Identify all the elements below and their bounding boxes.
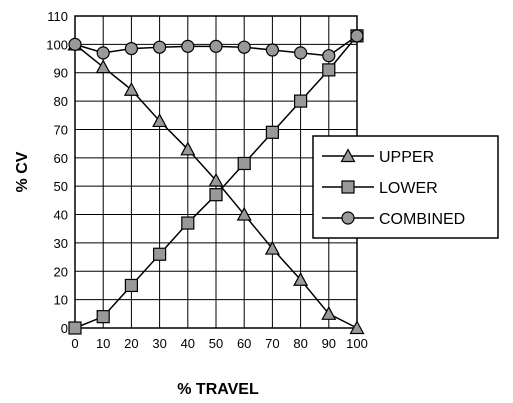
legend-marker-lower <box>341 180 355 194</box>
point-lower <box>265 125 279 139</box>
point-upper <box>95 59 111 74</box>
x-tick-label: 60 <box>237 336 251 351</box>
point-lower <box>209 188 223 202</box>
legend-label-combined: COMBINED <box>379 211 465 228</box>
x-tick-label: 40 <box>181 336 195 351</box>
point-upper <box>236 206 252 221</box>
y-tick-label: 20 <box>54 264 68 279</box>
y-tick-label: 60 <box>54 151 68 166</box>
point-lower <box>124 278 139 293</box>
x-tick-label: 100 <box>346 336 368 351</box>
y-tick-label: 90 <box>54 66 68 81</box>
y-tick-label: 110 <box>47 9 68 24</box>
point-combined <box>181 39 195 53</box>
x-tick-label: 90 <box>322 336 336 351</box>
point-combined <box>237 40 251 54</box>
point-lower <box>181 216 195 230</box>
y-tick-label: 70 <box>54 122 68 137</box>
point-combined <box>265 43 279 57</box>
point-combined <box>68 37 82 51</box>
point-upper <box>264 240 280 255</box>
x-tick-label: 20 <box>124 336 138 351</box>
point-lower <box>294 94 308 108</box>
x-tick-label: 0 <box>71 336 78 351</box>
point-upper <box>152 113 168 128</box>
y-tick-label: 80 <box>54 94 68 109</box>
legend-marker-combined <box>341 211 355 225</box>
legend-label-upper: UPPER <box>379 149 434 166</box>
point-combined <box>294 46 308 60</box>
y-tick-label: 30 <box>54 236 68 251</box>
point-upper <box>321 306 337 320</box>
point-lower <box>96 310 110 324</box>
tick-labels: 0 10 20 30 40 50 60 70 80 90 100 0 10 20 30 40 50 60 70 80 9… <box>46 9 368 351</box>
point-combined <box>153 40 167 54</box>
point-lower <box>68 321 82 335</box>
series-group <box>67 29 365 335</box>
y-axis-title: % CV <box>14 151 31 192</box>
point-combined <box>96 46 110 60</box>
point-combined <box>350 29 364 43</box>
point-lower <box>153 247 167 261</box>
point-lower <box>322 63 336 77</box>
point-upper <box>208 172 224 187</box>
point-upper <box>180 141 196 156</box>
y-tick-label: 50 <box>54 179 68 194</box>
grid <box>74 15 358 329</box>
x-tick-label: 80 <box>293 336 307 351</box>
legend: UPPER LOWER COMBINED <box>312 135 499 239</box>
x-tick-label: 10 <box>96 336 110 351</box>
point-upper <box>293 272 309 286</box>
y-tick-label: 40 <box>54 208 68 223</box>
y-tick-label: 0 <box>61 321 68 336</box>
legend-marker-upper <box>340 148 356 163</box>
x-axis-title: % TRAVEL <box>177 381 259 398</box>
point-combined <box>209 39 223 53</box>
x-tick-label: 50 <box>209 336 223 351</box>
x-tick-label: 30 <box>152 336 166 351</box>
x-tick-label: 70 <box>265 336 279 351</box>
y-tick-label: 100 <box>46 37 68 52</box>
point-lower <box>237 156 251 171</box>
point-upper <box>349 320 365 335</box>
y-tick-label: 10 <box>54 293 68 308</box>
legend-label-lower: LOWER <box>379 180 438 197</box>
point-combined <box>322 49 336 63</box>
point-combined <box>124 42 138 56</box>
point-upper <box>123 81 139 96</box>
